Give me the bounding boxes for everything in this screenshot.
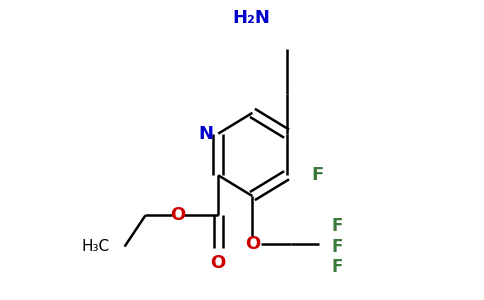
Text: F: F bbox=[312, 166, 324, 184]
Text: O: O bbox=[211, 254, 226, 272]
Text: F: F bbox=[331, 258, 343, 276]
Text: N: N bbox=[199, 125, 214, 143]
Text: F: F bbox=[331, 217, 343, 235]
Text: O: O bbox=[245, 235, 260, 253]
Text: O: O bbox=[170, 206, 186, 224]
Text: F: F bbox=[331, 238, 343, 256]
Text: H₂N: H₂N bbox=[232, 9, 270, 27]
Text: H₃C: H₃C bbox=[82, 239, 110, 254]
